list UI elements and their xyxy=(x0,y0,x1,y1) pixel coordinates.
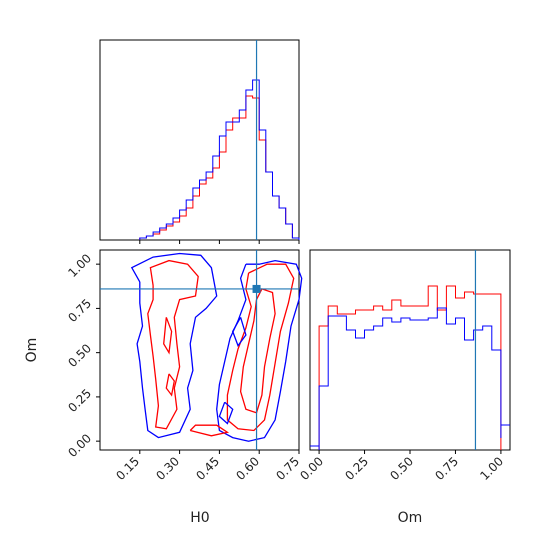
contour-line-9 xyxy=(218,401,234,425)
om-histogram xyxy=(310,250,510,454)
om-histogram-series-1 xyxy=(318,285,502,450)
om-x-tick-label: 0.50 xyxy=(387,454,416,483)
joint-contour-frame xyxy=(99,249,300,451)
joint-x-tick-label: 0.75 xyxy=(273,454,302,483)
joint-x-tick-label: 0.45 xyxy=(193,454,222,483)
contour-line-4 xyxy=(165,373,175,397)
contour-line-7 xyxy=(239,288,276,414)
om-x-tick-label: 1.00 xyxy=(477,454,506,483)
joint-y-tick-label: 0.50 xyxy=(65,341,94,370)
joint-y-tick-label: 1.00 xyxy=(65,251,94,280)
joint-y-tick-label: 0.75 xyxy=(65,296,94,325)
contour-line-6 xyxy=(226,263,295,432)
contour-line-2 xyxy=(147,259,199,430)
joint-truth-marker xyxy=(252,284,261,293)
h0-histogram-frame xyxy=(99,39,300,241)
contour-line-1 xyxy=(130,252,218,439)
contour-line-3 xyxy=(163,317,173,355)
om-histogram-frame xyxy=(309,249,511,451)
h0-histogram xyxy=(139,40,300,244)
om-x-tick-label: 0.75 xyxy=(432,454,461,483)
h0-histogram-series-2 xyxy=(139,79,300,240)
om-x-tick-label: 0.25 xyxy=(342,454,371,483)
contour-line-10 xyxy=(189,424,230,437)
om-histogram-series-2 xyxy=(318,307,502,450)
joint-x-tick-label: 0.15 xyxy=(113,454,142,483)
om-x-tick-label: 0.00 xyxy=(297,454,326,483)
x-axis-title-h0: H0 xyxy=(190,510,209,526)
joint-x-tick-label: 0.60 xyxy=(233,454,262,483)
joint-x-tick-label: 0.30 xyxy=(153,454,182,483)
x-axis-title-om: Om xyxy=(398,510,423,526)
h0-histogram-series-1 xyxy=(139,95,300,240)
joint-y-tick-label: 0.25 xyxy=(65,386,94,415)
joint-contours xyxy=(96,250,303,454)
y-axis-title-om: Om xyxy=(24,338,40,363)
joint-y-tick-label: 0.00 xyxy=(65,431,94,460)
contour-line-8 xyxy=(231,316,247,347)
